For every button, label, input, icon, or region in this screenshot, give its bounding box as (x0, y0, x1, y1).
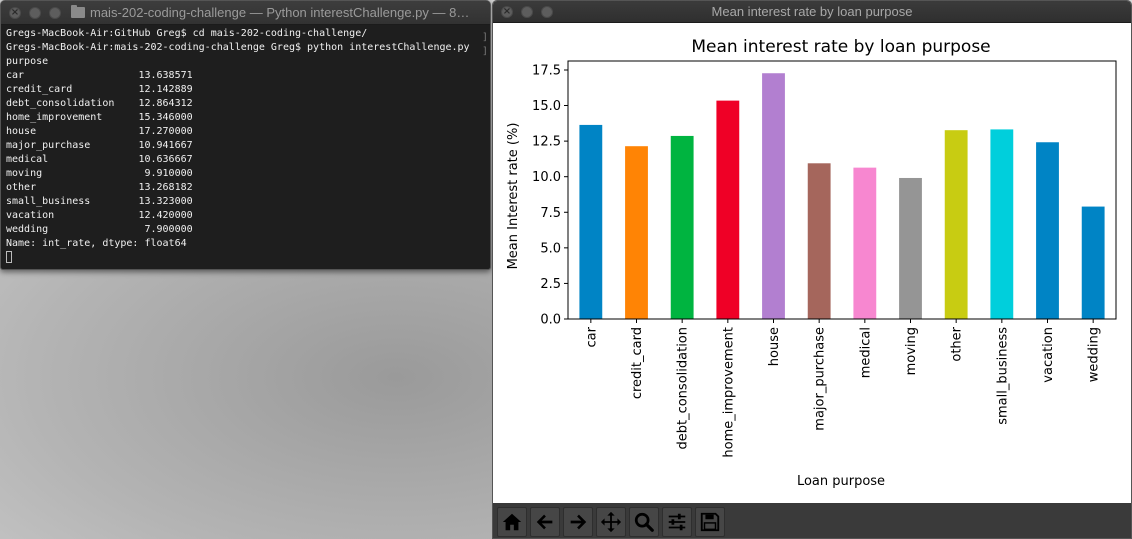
x-tick-label: other (950, 326, 965, 361)
x-axis-label: Loan purpose (797, 474, 885, 489)
bars-group (579, 73, 1105, 320)
bar-other (944, 130, 968, 319)
home-button[interactable] (497, 506, 527, 537)
y-axis-label: Mean Interest rate (%) (506, 123, 521, 270)
terminal-line: moving 9.910000 (6, 168, 193, 179)
terminal-line: vacation 12.420000 (6, 210, 193, 221)
forward-button[interactable] (563, 506, 593, 537)
y-tick-label: 12.5 (532, 135, 561, 150)
terminal-line: small_business 13.323000 (6, 196, 193, 207)
x-tick-label: car (584, 326, 599, 347)
bar-chart[interactable]: Mean interest rate by loan purpose Mean … (493, 23, 1132, 503)
x-tick-label: house (767, 327, 782, 366)
terminal-line: car 13.638571 (6, 70, 193, 81)
bar-wedding (1081, 206, 1105, 319)
zoom-window-button[interactable] (49, 6, 61, 19)
x-tick-label: small_business (995, 327, 1010, 425)
terminal-line: purpose (6, 56, 49, 67)
bar-car (579, 124, 603, 320)
bar-vacation (1036, 142, 1059, 319)
pan-icon (600, 511, 622, 532)
bar-medical (853, 167, 877, 319)
terminal-line: home_improvement 15.346000 (6, 112, 193, 123)
terminal-line: major_purchase 10.941667 (6, 140, 193, 151)
terminal-right-bracket: ] (481, 46, 488, 57)
terminal-line: credit_card 12.142889 (6, 84, 193, 95)
terminal-right-bracket: ] (481, 32, 488, 43)
zoom-icon (634, 512, 654, 532)
x-tick-label: major_purchase (813, 327, 828, 431)
terminal-line: debt_consolidation 12.864312 (6, 98, 193, 109)
terminal-line: Name: int_rate, dtype: float64 (6, 238, 187, 249)
back-button[interactable] (530, 506, 560, 537)
figure-close-button[interactable] (501, 5, 513, 18)
bar-debt_consolidation (670, 135, 694, 319)
chart-title: Mean interest rate by loan purpose (691, 37, 990, 57)
close-window-button[interactable] (9, 6, 21, 19)
terminal-titlebar: mais-202-coding-challenge — Python inter… (1, 1, 490, 25)
x-ticks-group: car credit_card debt_consolidation home_imp… (584, 319, 1102, 458)
x-tick-label: home_improvement (721, 327, 736, 458)
bar-major_purchase (807, 163, 831, 319)
configure-subplots-button[interactable] (662, 506, 692, 537)
terminal-output[interactable]: Gregs-MacBook-Air:GitHub Greg$ cd mais-2… (1, 25, 490, 265)
terminal-line: house 17.270000 (6, 126, 193, 137)
y-tick-label: 0.0 (540, 313, 561, 328)
terminal-window: mais-202-coding-challenge — Python inter… (0, 0, 491, 270)
terminal-cursor (6, 251, 12, 263)
terminal-line: medical 10.636667 (6, 154, 193, 165)
terminal-cursor-line (6, 251, 490, 265)
figure-toolbar (493, 503, 1131, 538)
terminal-line: other 13.268182 (6, 182, 193, 193)
y-tick-label: 15.0 (532, 99, 561, 114)
x-tick-label: vacation (1041, 327, 1056, 383)
save-button[interactable] (695, 506, 725, 537)
figure-zoom-button[interactable] (541, 5, 553, 18)
save-icon (700, 512, 720, 531)
home-icon (502, 513, 522, 530)
x-tick-label: moving (904, 327, 919, 375)
terminal-title-group: mais-202-coding-challenge — Python inter… (71, 5, 469, 20)
figure-window: Mean interest rate by loan purpose Mean … (492, 0, 1132, 539)
bar-moving (899, 177, 922, 319)
folder-icon (71, 5, 85, 18)
terminal-line: Gregs-MacBook-Air:mais-202-coding-challe… (6, 42, 470, 53)
figure-window-title: Mean interest rate by loan purpose (711, 4, 913, 19)
y-tick-label: 2.5 (540, 277, 561, 292)
bar-small_business (990, 129, 1014, 319)
x-tick-label: medical (858, 327, 873, 378)
x-tick-label: wedding (1087, 327, 1102, 382)
terminal-line: wedding 7.900000 (6, 224, 193, 235)
x-tick-label: debt_consolidation (676, 327, 691, 450)
configure-subplots-icon (668, 513, 686, 530)
y-tick-label: 17.5 (532, 63, 561, 78)
x-tick-label: credit_card (630, 327, 645, 399)
y-ticks-group: 0.0 2.5 5.0 7.5 10.0 12.5 15.0 17.5 (532, 63, 568, 328)
back-arrow-icon (536, 514, 553, 529)
y-tick-label: 10.0 (532, 170, 561, 185)
minimize-window-button[interactable] (29, 6, 41, 19)
forward-arrow-icon (570, 514, 587, 529)
bar-house (762, 73, 785, 319)
y-tick-label: 5.0 (540, 241, 561, 256)
terminal-title: mais-202-coding-challenge — Python inter… (90, 5, 470, 20)
pan-button[interactable] (596, 506, 626, 537)
bar-home_improvement (716, 100, 740, 319)
bar-credit_card (625, 146, 648, 319)
figure-minimize-button[interactable] (521, 5, 533, 18)
terminal-line: Gregs-MacBook-Air:GitHub Greg$ cd mais-2… (6, 28, 368, 39)
axes-frame (567, 60, 1117, 320)
y-tick-label: 7.5 (540, 206, 561, 221)
zoom-button[interactable] (629, 506, 659, 537)
figure-titlebar: Mean interest rate by loan purpose (493, 1, 1131, 23)
